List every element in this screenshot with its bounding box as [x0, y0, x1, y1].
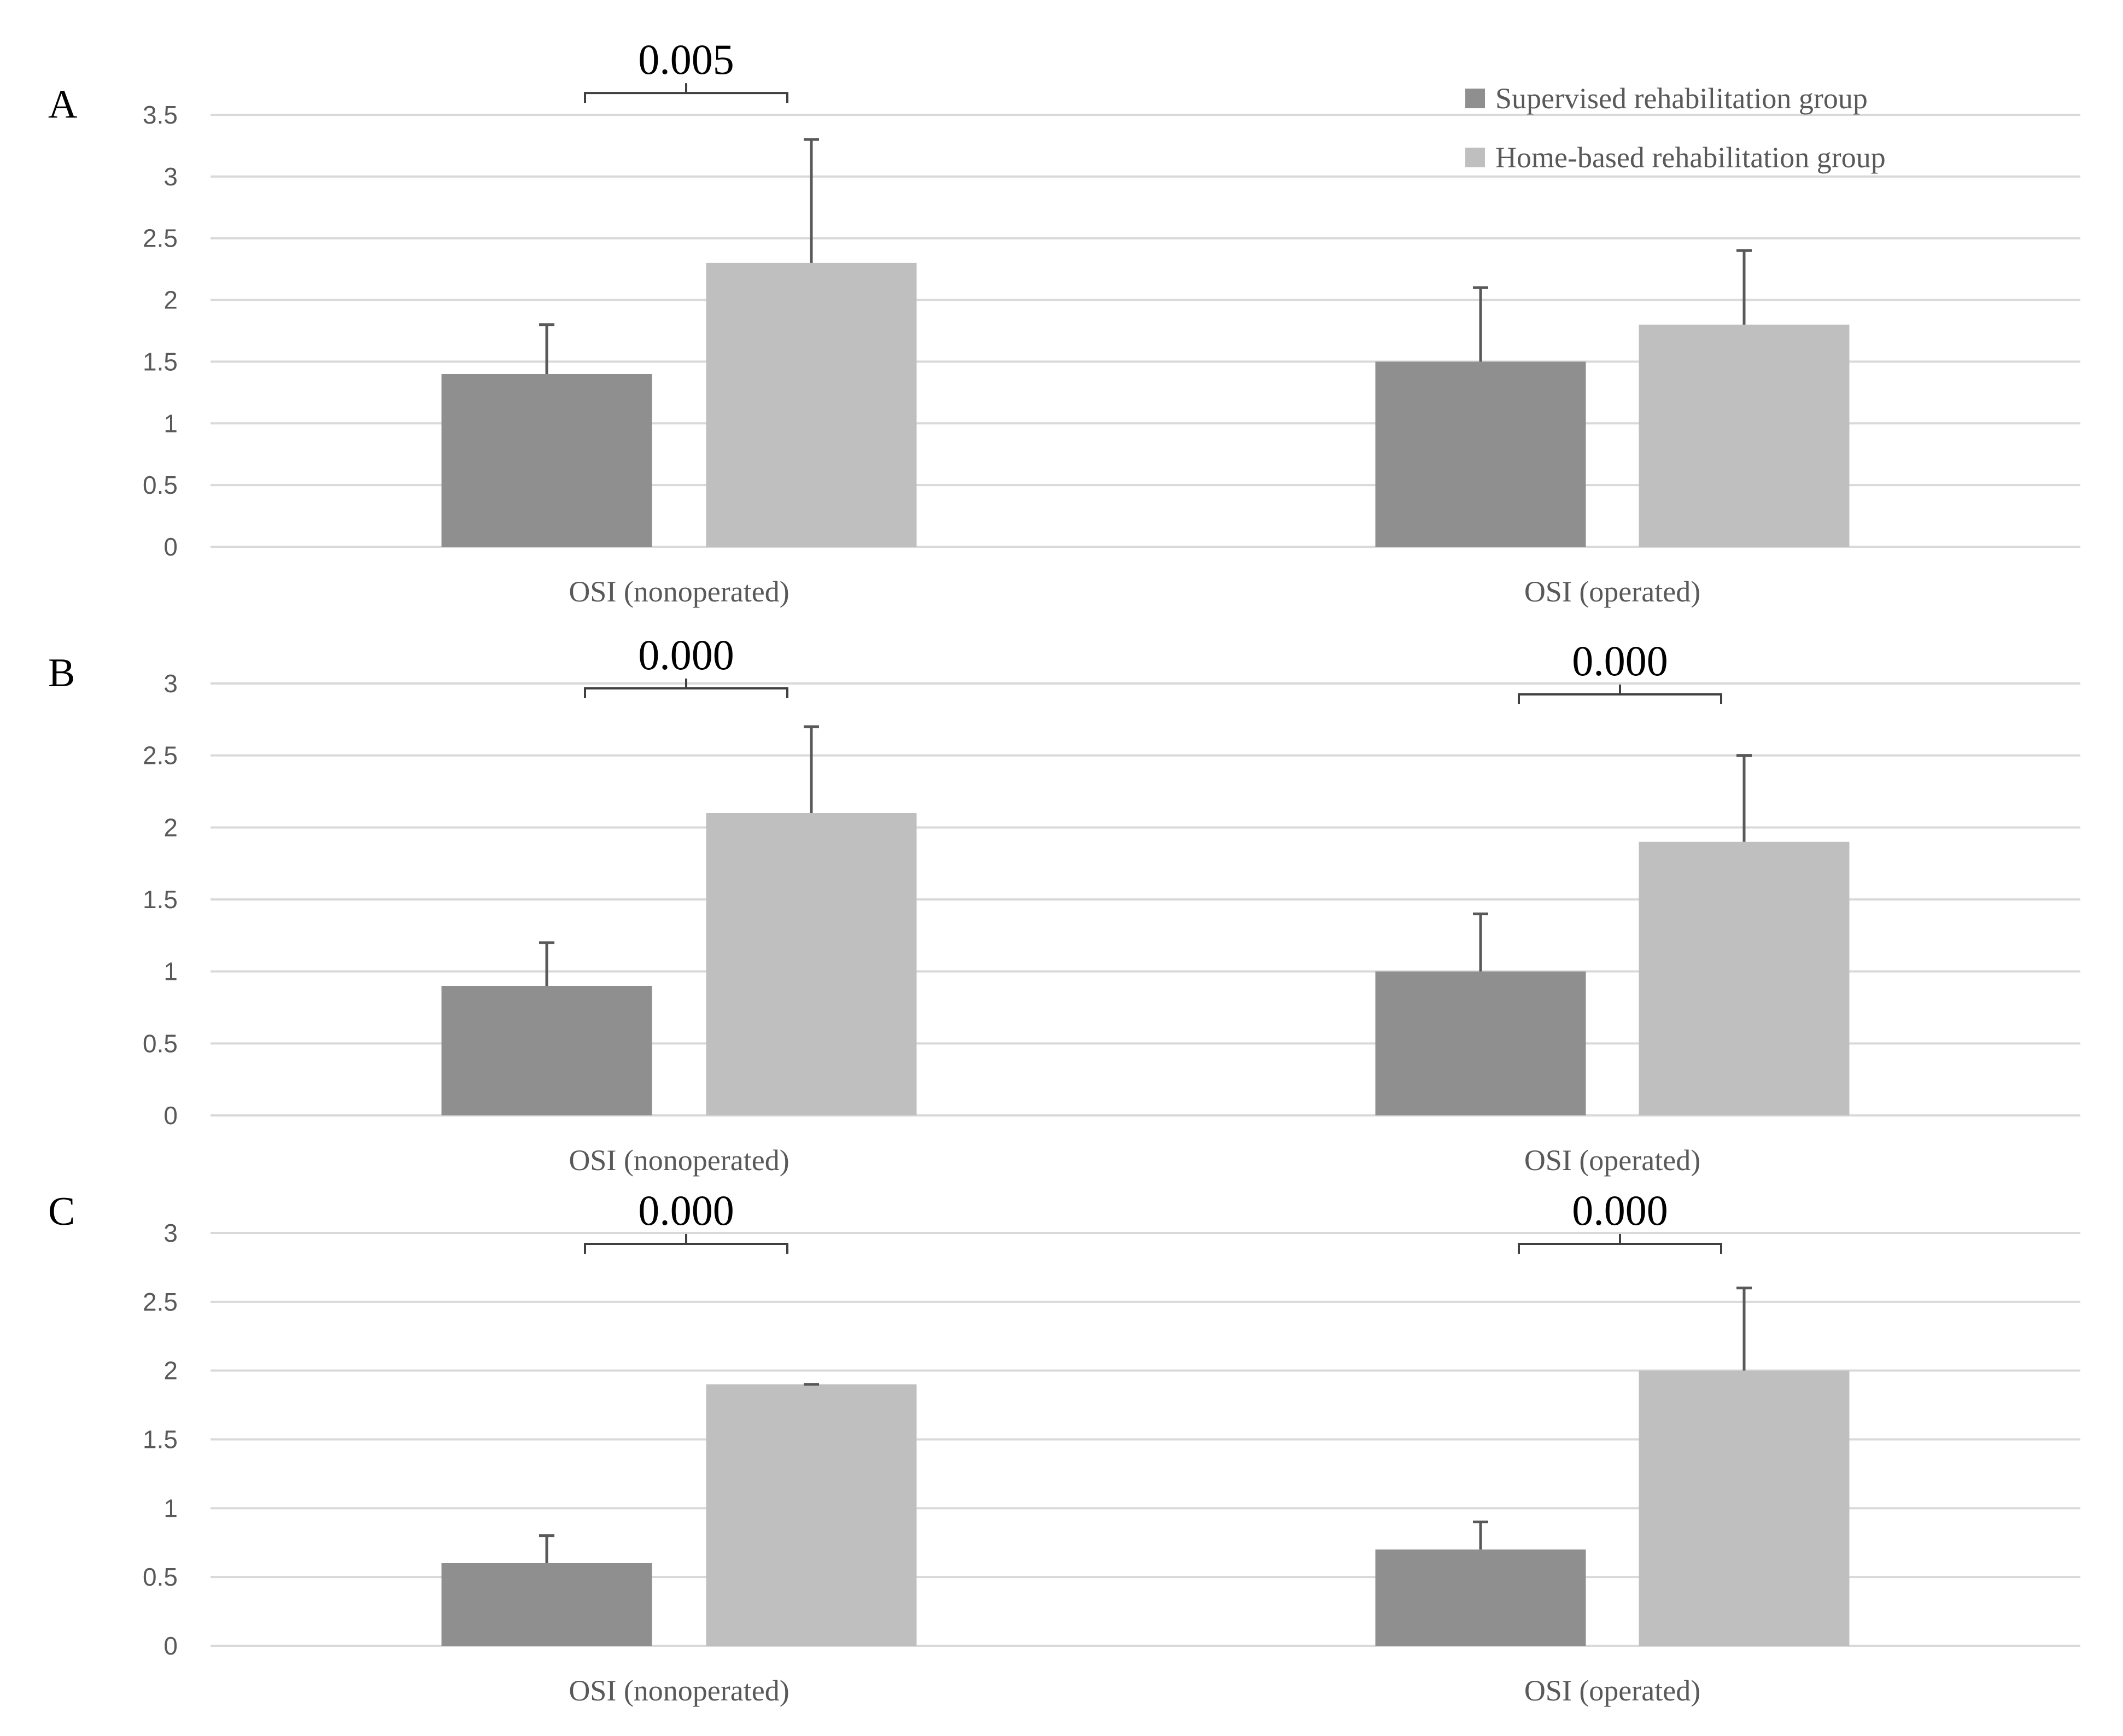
y-tick-label: 1.5 [143, 1425, 178, 1454]
significance-bracket: 0.000 [1518, 1186, 1722, 1254]
x-category-label: OSI (nonoperated) [569, 1674, 789, 1707]
legend-label: Home-based rehabilitation group [1495, 141, 1886, 174]
bar [441, 986, 652, 1115]
legend-swatch [1465, 89, 1485, 108]
p-value-label: 0.005 [638, 36, 734, 83]
p-value-label: 0.000 [1572, 637, 1668, 685]
x-category-label: OSI (operated) [1524, 575, 1700, 608]
bar [1639, 1370, 1850, 1646]
y-tick-label: 2.5 [143, 1288, 178, 1316]
legend: Supervised rehabilitation group Home-base… [1465, 82, 1886, 174]
panel-label: B [48, 651, 75, 695]
bar [1639, 324, 1850, 547]
y-tick-label: 3 [163, 1219, 178, 1247]
panel-label: C [48, 1189, 75, 1234]
y-tick-label: 1 [163, 1494, 178, 1522]
bar [1375, 361, 1586, 547]
bar [706, 1384, 917, 1646]
p-value-label: 0.000 [638, 631, 734, 679]
chart-panel-b: B 0 0.5 1 1.5 2 2.5 3 OSI (nonoperated) OSI (oper… [48, 631, 2080, 1177]
y-tick-label: 3 [163, 162, 178, 191]
bar [1375, 971, 1586, 1115]
bar [1639, 841, 1850, 1115]
p-value-label: 0.000 [638, 1186, 734, 1234]
x-category-label: OSI (operated) [1524, 1674, 1700, 1707]
y-tick-label: 0.5 [143, 471, 178, 499]
bracket-line [584, 1234, 788, 1254]
chart-panel-c: C 0 0.5 1 1.5 2 2.5 3 OSI (nonoperated) OSI (oper… [48, 1186, 2080, 1707]
bracket-line [584, 679, 788, 698]
bar [441, 1563, 652, 1646]
x-category-label: OSI (operated) [1524, 1144, 1700, 1177]
y-tick-label: 2.5 [143, 224, 178, 253]
y-tick-label: 0 [163, 1632, 178, 1660]
significance-bracket: 0.000 [1518, 637, 1722, 704]
significance-bracket: 0.000 [584, 631, 788, 698]
legend-item: Home-based rehabilitation group [1465, 141, 1886, 174]
y-tick-label: 2 [163, 286, 178, 314]
y-tick-label: 0.5 [143, 1029, 178, 1057]
p-value-label: 0.000 [1572, 1186, 1668, 1234]
y-tick-label: 1.5 [143, 885, 178, 914]
bracket-line [1518, 1234, 1722, 1254]
chart-panel-a: A 0 0.5 1 1.5 2 2.5 3 3.5 OSI (nonoperated) OSI (o… [48, 36, 2080, 608]
y-tick-label: 0 [163, 533, 178, 561]
y-tick-label: 3 [163, 669, 178, 698]
legend-item: Supervised rehabilitation group [1465, 82, 1868, 115]
legend-swatch [1465, 148, 1485, 167]
panel-label: A [48, 82, 77, 127]
y-tick-label: 1 [163, 957, 178, 986]
bar [1375, 1549, 1586, 1646]
legend-label: Supervised rehabilitation group [1495, 82, 1868, 115]
x-category-label: OSI (nonoperated) [569, 1144, 789, 1177]
y-tick-label: 2.5 [143, 741, 178, 770]
y-tick-label: 2 [163, 1357, 178, 1385]
bar [441, 374, 652, 547]
y-tick-label: 0 [163, 1101, 178, 1130]
x-category-label: OSI (nonoperated) [569, 575, 789, 608]
y-tick-label: 1 [163, 409, 178, 437]
bar [706, 813, 917, 1115]
y-tick-label: 1.5 [143, 347, 178, 376]
y-tick-label: 2 [163, 813, 178, 841]
significance-bracket: 0.000 [584, 1186, 788, 1254]
bracket-line [584, 83, 788, 103]
y-tick-label: 3.5 [143, 101, 178, 129]
bar [706, 262, 917, 547]
y-tick-label: 0.5 [143, 1563, 178, 1591]
significance-bracket: 0.005 [584, 36, 788, 103]
bracket-line [1518, 685, 1722, 704]
